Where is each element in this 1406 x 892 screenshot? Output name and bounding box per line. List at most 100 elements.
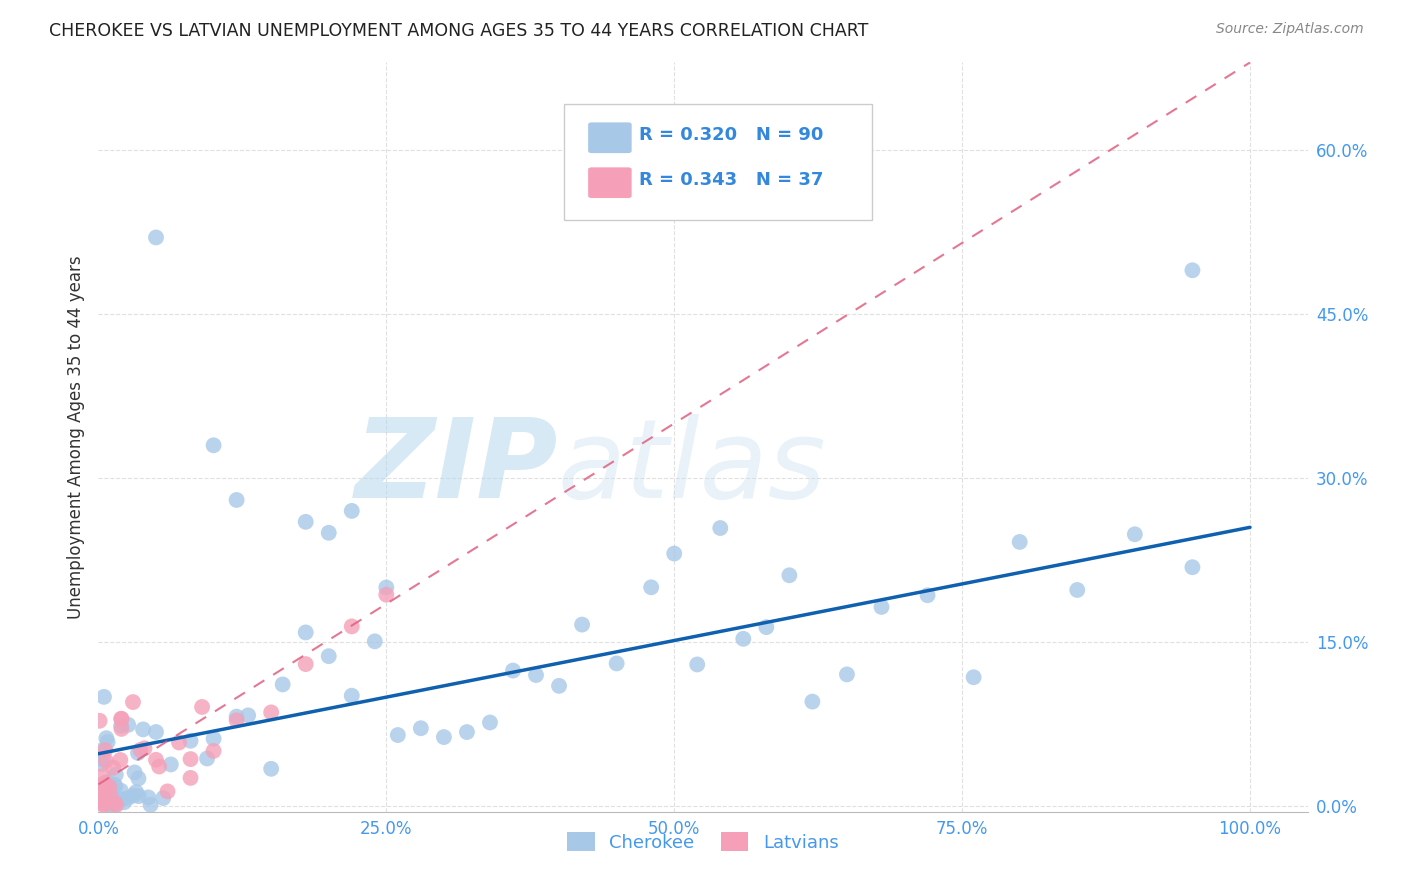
Point (340, 689, 363, 703)
Point (375, 588, 398, 602)
Point (260, 706, 283, 720)
Point (93, 779, 115, 793)
Point (180, 771, 202, 785)
Point (117, 718, 139, 732)
Text: R = 0.320   N = 90: R = 0.320 N = 90 (638, 126, 824, 145)
Point (180, 733, 202, 747)
Point (90, 781, 112, 796)
Point (236, 708, 259, 723)
Point (733, 632, 755, 646)
Point (124, 765, 146, 780)
Point (117, 791, 139, 805)
Point (145, 230, 167, 244)
Point (835, 667, 858, 681)
Point (91, 798, 114, 813)
Point (152, 791, 174, 805)
Point (129, 743, 152, 757)
Point (375, 581, 398, 595)
Point (90, 784, 112, 798)
Point (104, 768, 127, 782)
Point (202, 438, 225, 452)
Point (318, 649, 340, 664)
Point (156, 784, 179, 798)
Point (90, 757, 112, 772)
Point (340, 504, 363, 518)
Point (104, 778, 127, 792)
Point (94, 754, 117, 768)
Point (97, 775, 120, 789)
Point (195, 751, 218, 765)
Point (100, 781, 122, 796)
Point (89, 789, 111, 804)
Point (340, 619, 363, 633)
Point (103, 761, 125, 775)
Point (962, 670, 984, 684)
Point (778, 568, 800, 582)
Point (686, 657, 709, 672)
Point (1181, 263, 1204, 277)
Point (127, 772, 149, 786)
Point (294, 657, 316, 672)
Point (801, 695, 824, 709)
Point (271, 677, 294, 691)
Point (91, 753, 114, 767)
Point (159, 757, 181, 772)
Point (1123, 527, 1146, 541)
Point (93, 690, 115, 704)
Point (709, 521, 731, 535)
Point (97, 735, 120, 749)
Point (112, 795, 135, 809)
Point (148, 759, 170, 773)
Point (91, 769, 114, 783)
Point (387, 728, 409, 742)
Point (364, 634, 387, 648)
Point (139, 797, 162, 812)
FancyBboxPatch shape (588, 168, 631, 198)
Point (294, 625, 316, 640)
Point (524, 668, 547, 682)
Point (134, 741, 156, 756)
Point (93, 776, 115, 790)
Point (136, 790, 159, 805)
Point (870, 599, 893, 614)
Text: R = 0.343   N = 37: R = 0.343 N = 37 (638, 171, 824, 189)
Point (101, 791, 124, 805)
Point (640, 580, 662, 594)
Point (456, 725, 478, 739)
Point (89, 779, 111, 793)
Point (145, 725, 167, 739)
Point (122, 695, 145, 709)
FancyBboxPatch shape (564, 103, 872, 219)
Point (91, 796, 114, 810)
Point (89, 789, 111, 803)
Point (606, 657, 628, 671)
Point (100, 796, 122, 810)
Point (97, 782, 120, 797)
Point (225, 713, 247, 727)
Point (89, 744, 111, 758)
Point (127, 746, 149, 760)
Point (1008, 535, 1031, 549)
Point (94, 780, 117, 795)
Point (180, 752, 202, 766)
Point (89, 714, 111, 728)
Point (478, 715, 501, 730)
Point (104, 780, 127, 794)
Point (548, 679, 571, 693)
Text: atlas: atlas (558, 414, 827, 521)
Point (571, 617, 593, 632)
Point (128, 789, 150, 804)
Point (93, 784, 115, 798)
Point (294, 515, 316, 529)
Point (89, 791, 111, 805)
Point (145, 753, 167, 767)
Point (409, 721, 432, 735)
Point (1181, 560, 1204, 574)
Point (433, 730, 456, 744)
Point (191, 700, 214, 714)
Point (104, 796, 127, 810)
Legend: Cherokee, Latvians: Cherokee, Latvians (560, 825, 846, 859)
FancyBboxPatch shape (588, 122, 631, 153)
Point (89, 789, 111, 803)
Point (105, 798, 128, 813)
